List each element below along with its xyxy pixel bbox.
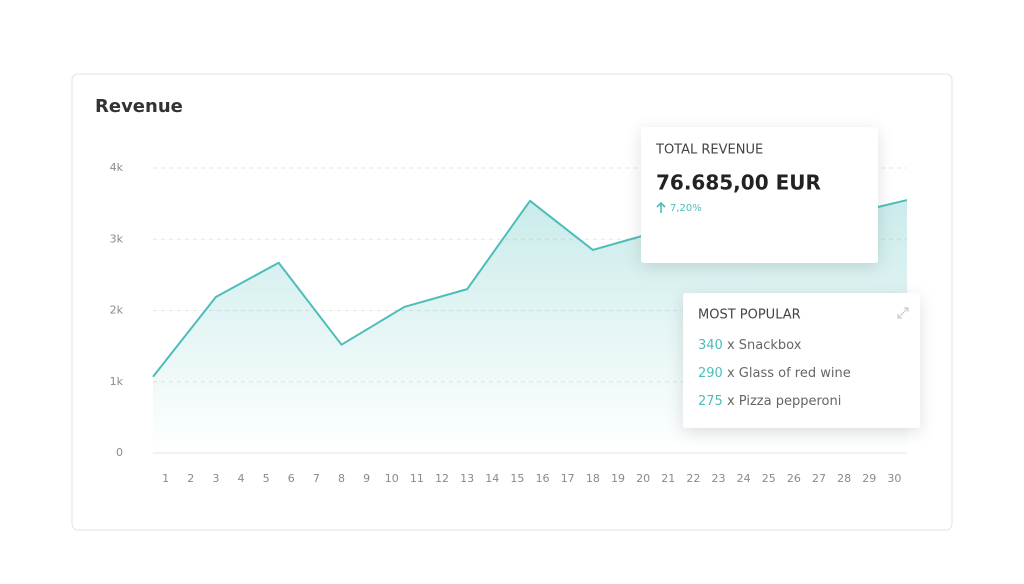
item-label: x Snackbox	[727, 338, 802, 353]
total-revenue-card: TOTAL REVENUE 76.685,00 EUR 7,20%	[641, 127, 878, 263]
item-label: x Pizza pepperoni	[727, 394, 841, 409]
x-tick-label: 14	[485, 472, 499, 485]
x-tick-label: 29	[862, 472, 876, 485]
y-tick-label: 1k	[110, 375, 124, 388]
x-tick-label: 9	[363, 472, 370, 485]
count: 275	[698, 394, 723, 409]
x-tick-label: 17	[561, 472, 575, 485]
card	[683, 293, 920, 428]
x-tick-label: 3	[212, 472, 219, 485]
x-tick-label: 27	[812, 472, 826, 485]
item: 340 x Snackbox	[698, 338, 802, 353]
item-label: x Glass of red wine	[727, 366, 851, 381]
x-tick-label: 4	[237, 472, 244, 485]
y-tick-label: 2k	[110, 304, 124, 317]
expand-icon[interactable]	[897, 307, 909, 319]
up-arrow	[656, 201, 666, 213]
x-tick-label: 15	[510, 472, 524, 485]
x-tick-label: 7	[313, 472, 320, 485]
x-tick-label: 10	[385, 472, 399, 485]
y-tick-label: 0	[116, 446, 123, 459]
count: 340	[698, 338, 723, 353]
x-tick-label: 2	[187, 472, 194, 485]
x-tick-label: 16	[536, 472, 550, 485]
amount: 76.685,00 EUR	[656, 171, 821, 195]
x-tick-label: 18	[586, 472, 600, 485]
y-tick-label: 4k	[110, 161, 124, 174]
x-tick-label: 1	[162, 472, 169, 485]
x-tick-label: 28	[837, 472, 851, 485]
x-tick-label: 25	[762, 472, 776, 485]
x-tick-label: 23	[712, 472, 726, 485]
x-tick-label: 8	[338, 472, 345, 485]
x-tick-label: 30	[887, 472, 901, 485]
x-tick-label: 19	[611, 472, 625, 485]
x-tick-label: 11	[410, 472, 424, 485]
card	[641, 127, 878, 263]
count: 290	[698, 366, 723, 381]
item: 290 x Glass of red wine	[698, 366, 851, 381]
x-tick-label: 6	[288, 472, 295, 485]
change: 7,20%	[670, 203, 702, 214]
item: 275 x Pizza pepperoni	[698, 394, 841, 409]
label: TOTAL REVENUE	[655, 143, 763, 158]
x-tick-label: 24	[737, 472, 751, 485]
x-tick-label: 20	[636, 472, 650, 485]
x-tick-label: 12	[435, 472, 449, 485]
x-tick-label: 13	[460, 472, 474, 485]
x-tick-label: 26	[787, 472, 801, 485]
x-tick-label: 21	[661, 472, 675, 485]
title: MOST POPULAR	[698, 308, 801, 323]
x-tick-label: 22	[686, 472, 700, 485]
chart-title: Revenue	[95, 96, 183, 117]
x-tick-label: 5	[263, 472, 270, 485]
most-popular-card: MOST POPULAR 340 x Snackbox 290 x Glass …	[683, 293, 920, 428]
y-tick-label: 3k	[110, 232, 124, 245]
